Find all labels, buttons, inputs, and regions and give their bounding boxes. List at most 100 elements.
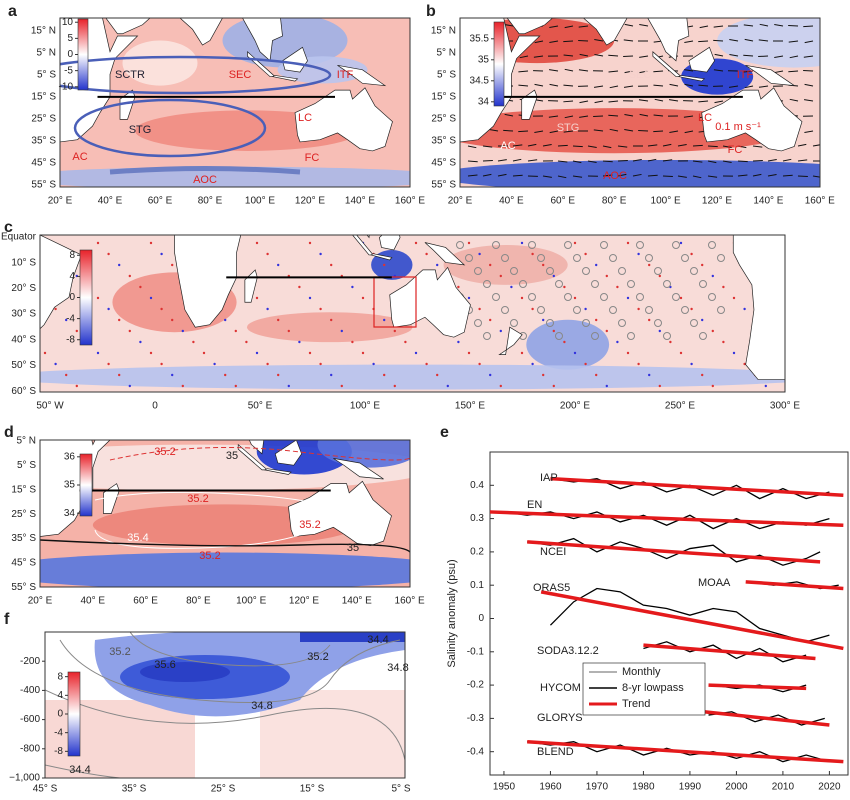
land — [727, 447, 806, 585]
lat-label: 5° N — [36, 48, 56, 59]
x-tick-label: 2020 — [818, 782, 841, 793]
annotation: SEC — [229, 69, 252, 81]
station-dot — [415, 242, 417, 244]
lon-label: 100° E — [236, 596, 266, 607]
annotation: 35.2 — [299, 519, 320, 531]
y-tick-label: 0.4 — [470, 480, 484, 491]
y-axis-title: Salinity anomaly (psu) — [446, 559, 458, 667]
station-dot — [627, 297, 629, 299]
station-dot — [595, 319, 597, 321]
lon-label: 250° E — [665, 401, 695, 412]
station-dot — [266, 363, 268, 365]
station-dot — [44, 352, 46, 354]
station-dot — [256, 242, 258, 244]
station-dot — [330, 264, 332, 266]
annotation: SEC — [629, 69, 652, 81]
y-tick-label: 0.2 — [470, 547, 484, 558]
colorbar-tick-label: 5 — [67, 33, 73, 44]
station-dot — [616, 341, 618, 343]
station-dot — [129, 385, 131, 387]
lat-label: 5° S — [437, 70, 456, 81]
colorbar — [68, 672, 80, 756]
colorbar-tick-label: 35 — [64, 480, 76, 491]
station-dot — [65, 374, 67, 376]
station-dot — [436, 374, 438, 376]
station-dot — [680, 297, 682, 299]
station-dot — [383, 374, 385, 376]
station-dot — [277, 319, 279, 321]
lat-label: 35° S — [431, 136, 456, 147]
lon-label: 160° E — [395, 596, 425, 607]
station-dot — [595, 264, 597, 266]
station-dot — [468, 297, 470, 299]
station-dot — [118, 374, 120, 376]
station-dot — [107, 253, 109, 255]
station-dot — [266, 253, 268, 255]
annotation: ITF — [337, 69, 354, 81]
field-blob — [318, 422, 424, 468]
station-dot — [468, 242, 470, 244]
station-dot — [680, 352, 682, 354]
station-dot — [160, 253, 162, 255]
station-dot — [330, 374, 332, 376]
lon-label: 0 — [152, 401, 158, 412]
station-dot — [54, 308, 56, 310]
colorbar-tick-label: 10 — [62, 17, 74, 28]
station-dot — [553, 275, 555, 277]
station-dot — [150, 352, 152, 354]
vector — [698, 41, 708, 42]
legend-label: Trend — [622, 698, 650, 710]
station-dot — [553, 385, 555, 387]
station-dot — [743, 308, 745, 310]
station-dot — [701, 374, 703, 376]
lon-label: 160° E — [395, 196, 425, 207]
x-tick-label: 2000 — [725, 782, 748, 793]
station-dot — [139, 341, 141, 343]
annotation: 35 — [226, 450, 238, 462]
station-dot — [690, 308, 692, 310]
station-dot — [129, 275, 131, 277]
station-dot — [213, 363, 215, 365]
station-dot — [500, 385, 502, 387]
vector — [743, 55, 753, 56]
vector — [563, 41, 573, 42]
station-dot — [436, 264, 438, 266]
land — [162, 406, 215, 438]
station-dot — [478, 308, 480, 310]
station-dot — [235, 385, 237, 387]
lon-label: 160° E — [805, 196, 835, 207]
station-dot — [447, 385, 449, 387]
annotation: 35.2 — [307, 651, 328, 663]
colorbar-tick-label: -8 — [54, 746, 63, 757]
lon-label: 140° E — [345, 196, 375, 207]
station-dot — [595, 374, 597, 376]
station-dot — [489, 319, 491, 321]
station-dot — [160, 363, 162, 365]
y-tick-label: -0.2 — [467, 680, 485, 691]
station-dot — [245, 341, 247, 343]
lon-label: 120° E — [289, 596, 319, 607]
station-dot — [415, 352, 417, 354]
series-label: NCEI — [540, 546, 566, 558]
station-dot — [648, 264, 650, 266]
annotation: 35.2 — [187, 493, 208, 505]
station-dot — [330, 319, 332, 321]
station-dot — [690, 363, 692, 365]
lat-label: 5° N — [436, 48, 456, 59]
lon-label: 80° E — [198, 196, 223, 207]
station-dot — [584, 253, 586, 255]
y-tick-label: -200 — [20, 656, 40, 667]
lat-label: 15° S — [11, 484, 36, 495]
station-dot — [224, 374, 226, 376]
colorbar-tick-label: 35 — [478, 54, 490, 65]
colorbar-tick-label: 0 — [67, 49, 73, 60]
annotation: 34.8 — [251, 700, 272, 712]
station-dot — [404, 341, 406, 343]
station-dot — [341, 385, 343, 387]
station-dot — [531, 363, 533, 365]
station-dot — [457, 286, 459, 288]
colorbar-tick-label: 34 — [64, 508, 76, 519]
lat-label: 40° S — [11, 334, 36, 345]
vector — [618, 160, 628, 161]
